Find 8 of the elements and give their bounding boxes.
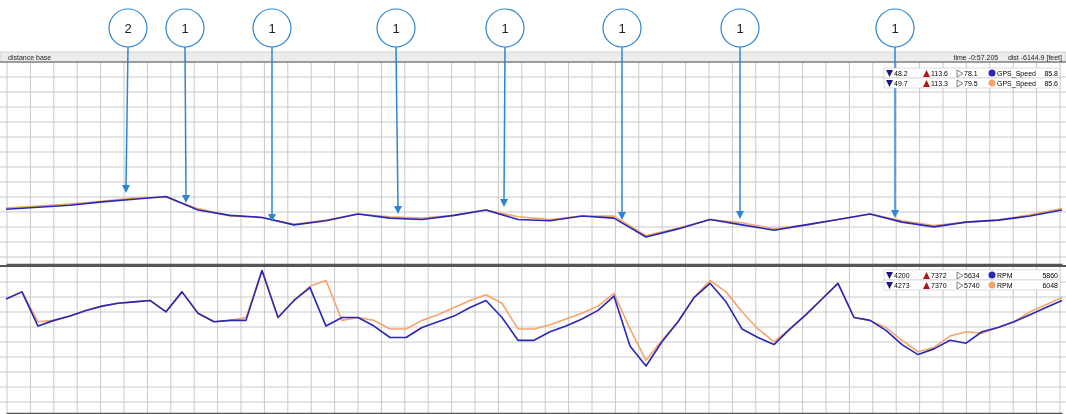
text: 1 <box>618 21 626 36</box>
text: 1 <box>736 21 744 36</box>
text: 1 <box>268 21 276 36</box>
text: 1 <box>392 21 400 36</box>
text: 1 <box>891 21 899 36</box>
text: 2 <box>124 21 132 36</box>
text: 1 <box>501 21 509 36</box>
text: 1 <box>181 21 189 36</box>
